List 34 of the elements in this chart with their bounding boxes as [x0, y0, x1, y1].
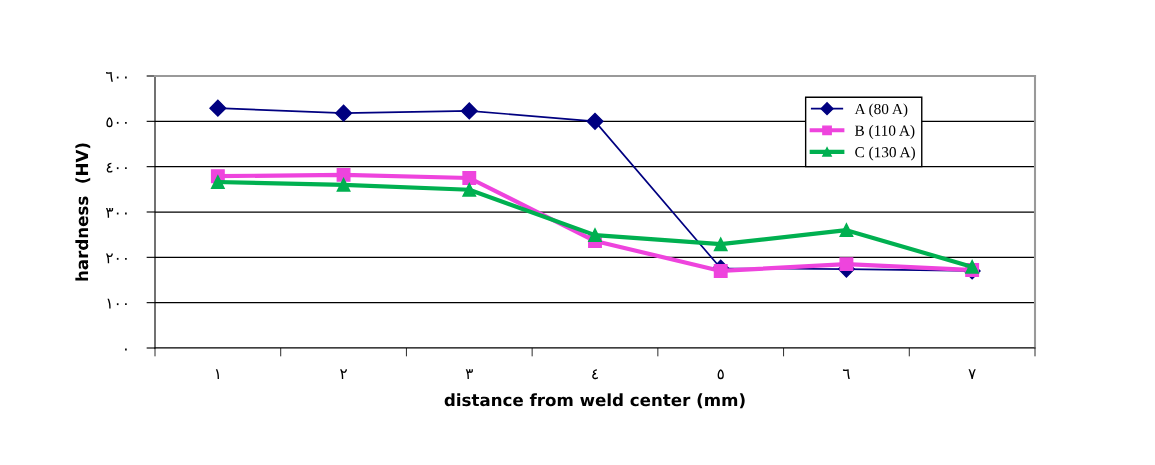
- x-tick-label: ٦: [842, 369, 850, 380]
- point: [839, 257, 854, 272]
- legend-label: A (80 A): [854, 103, 908, 118]
- x-tick-label: ٥: [717, 369, 724, 380]
- y-axis-title: hardness (HV): [75, 143, 91, 281]
- point: [335, 104, 353, 122]
- x-axis-title: distance from weld center (mm): [444, 393, 745, 409]
- point: [713, 237, 728, 252]
- y-tick-label: ٤٠٠: [106, 162, 127, 173]
- point: [460, 102, 478, 120]
- point: [462, 182, 477, 197]
- point: [965, 259, 980, 274]
- x-tick-label: ٧: [968, 369, 976, 380]
- y-tick-label: ٠: [125, 348, 127, 351]
- y-tick-label: ٥٠٠: [106, 117, 127, 128]
- y-tick-label: ٢٠٠: [105, 253, 127, 264]
- point: [336, 167, 351, 182]
- point: [209, 99, 227, 117]
- point: [336, 177, 351, 192]
- point: [462, 171, 477, 185]
- x-tick-label: ٣: [465, 369, 473, 380]
- y-tick-label: ٣٠٠: [105, 208, 127, 218]
- point: [586, 112, 604, 130]
- y-tick-label: ١٠٠: [107, 298, 127, 309]
- x-tick-label: ٢: [340, 369, 347, 380]
- point: [839, 223, 854, 238]
- legend-label: B (110 A): [854, 125, 915, 139]
- x-tick-label: ٤: [592, 369, 598, 380]
- point: [713, 263, 728, 278]
- legend-label: C (130 A): [855, 146, 915, 161]
- point: [210, 175, 225, 190]
- point: [588, 228, 602, 243]
- x-tick-label: ١: [215, 369, 219, 380]
- y-tick-label: ٦٠٠: [106, 72, 127, 82]
